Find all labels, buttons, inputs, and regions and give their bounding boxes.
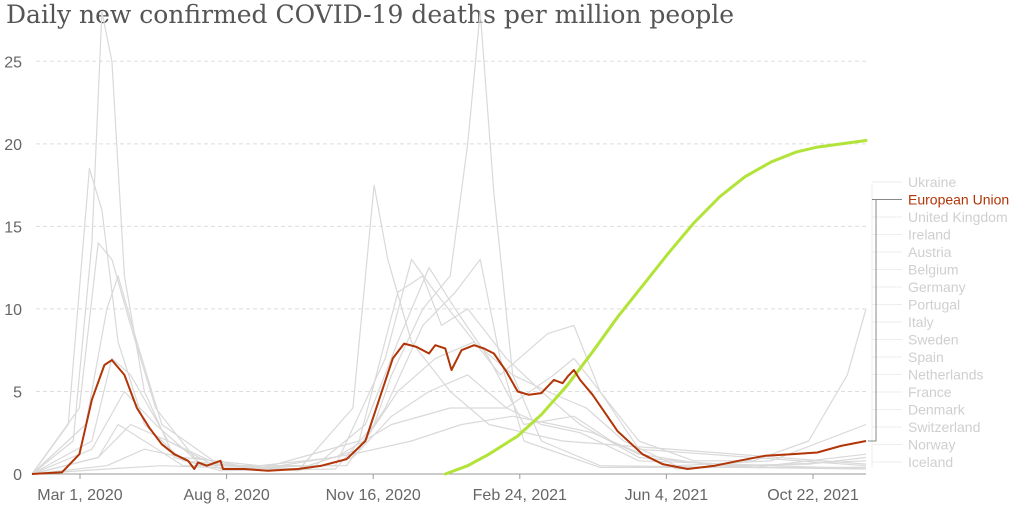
legend-label: France: [908, 384, 952, 400]
background-series-line: [31, 258, 866, 475]
background-country-lines: [31, 11, 867, 475]
european-union-line: [31, 342, 867, 475]
background-series-line: [31, 415, 867, 475]
x-tick-label: Feb 24, 2021: [473, 487, 567, 504]
y-tick-label: 0: [13, 467, 22, 484]
legend-label: Norway: [908, 437, 955, 453]
x-tick-label: Jun 4, 2021: [625, 487, 709, 504]
chart-title: Daily new confirmed COVID-19 deaths per …: [6, 0, 735, 29]
legend-label: Switzerland: [908, 419, 980, 435]
legend-label: Germany: [908, 279, 966, 295]
legend-label: Iceland: [908, 454, 953, 470]
legend-label: Spain: [908, 349, 944, 365]
legend-label: United Kingdom: [908, 209, 1008, 225]
legend-label: Ukraine: [908, 174, 956, 190]
gridlines: [32, 60, 866, 475]
y-tick-label: 10: [4, 302, 22, 319]
background-series-line: [31, 267, 867, 475]
y-tick-label: 20: [4, 137, 22, 154]
trend-line-group: [443, 139, 868, 476]
trend-line: [443, 139, 868, 476]
x-tick-label: Aug 8, 2020: [183, 487, 269, 504]
legend-label: Austria: [908, 244, 952, 260]
background-series-line: [31, 374, 867, 475]
background-series-line: [31, 11, 867, 475]
highlight-legend-connector: [868, 199, 902, 442]
x-axis-ticks: Mar 1, 2020 Aug 8, 2020 Nov 16, 2020 Feb 24…: [37, 474, 859, 504]
legend-label: Netherlands: [908, 367, 984, 383]
background-series-line: [31, 341, 867, 475]
legend-label: Italy: [908, 314, 934, 330]
y-tick-label: 25: [4, 54, 22, 71]
legend-label: Denmark: [908, 402, 966, 418]
x-tick-label: Nov 16, 2020: [326, 487, 421, 504]
background-series-line: [31, 258, 867, 475]
y-tick-label: 15: [4, 219, 22, 236]
y-axis-ticks: 0 5 10 15 20 25: [4, 54, 22, 484]
legend-label: Belgium: [908, 262, 959, 278]
legend-label: European Union: [908, 192, 1009, 208]
legend-label: Portugal: [908, 297, 960, 313]
legend-label: Ireland: [908, 227, 951, 243]
highlighted-line-group: [31, 342, 867, 475]
legend-label: Sweden: [908, 332, 959, 348]
x-tick-label: Oct 22, 2021: [767, 487, 859, 504]
y-tick-label: 5: [13, 384, 22, 401]
background-series-line: [31, 242, 867, 475]
x-tick-label: Mar 1, 2020: [37, 487, 122, 504]
